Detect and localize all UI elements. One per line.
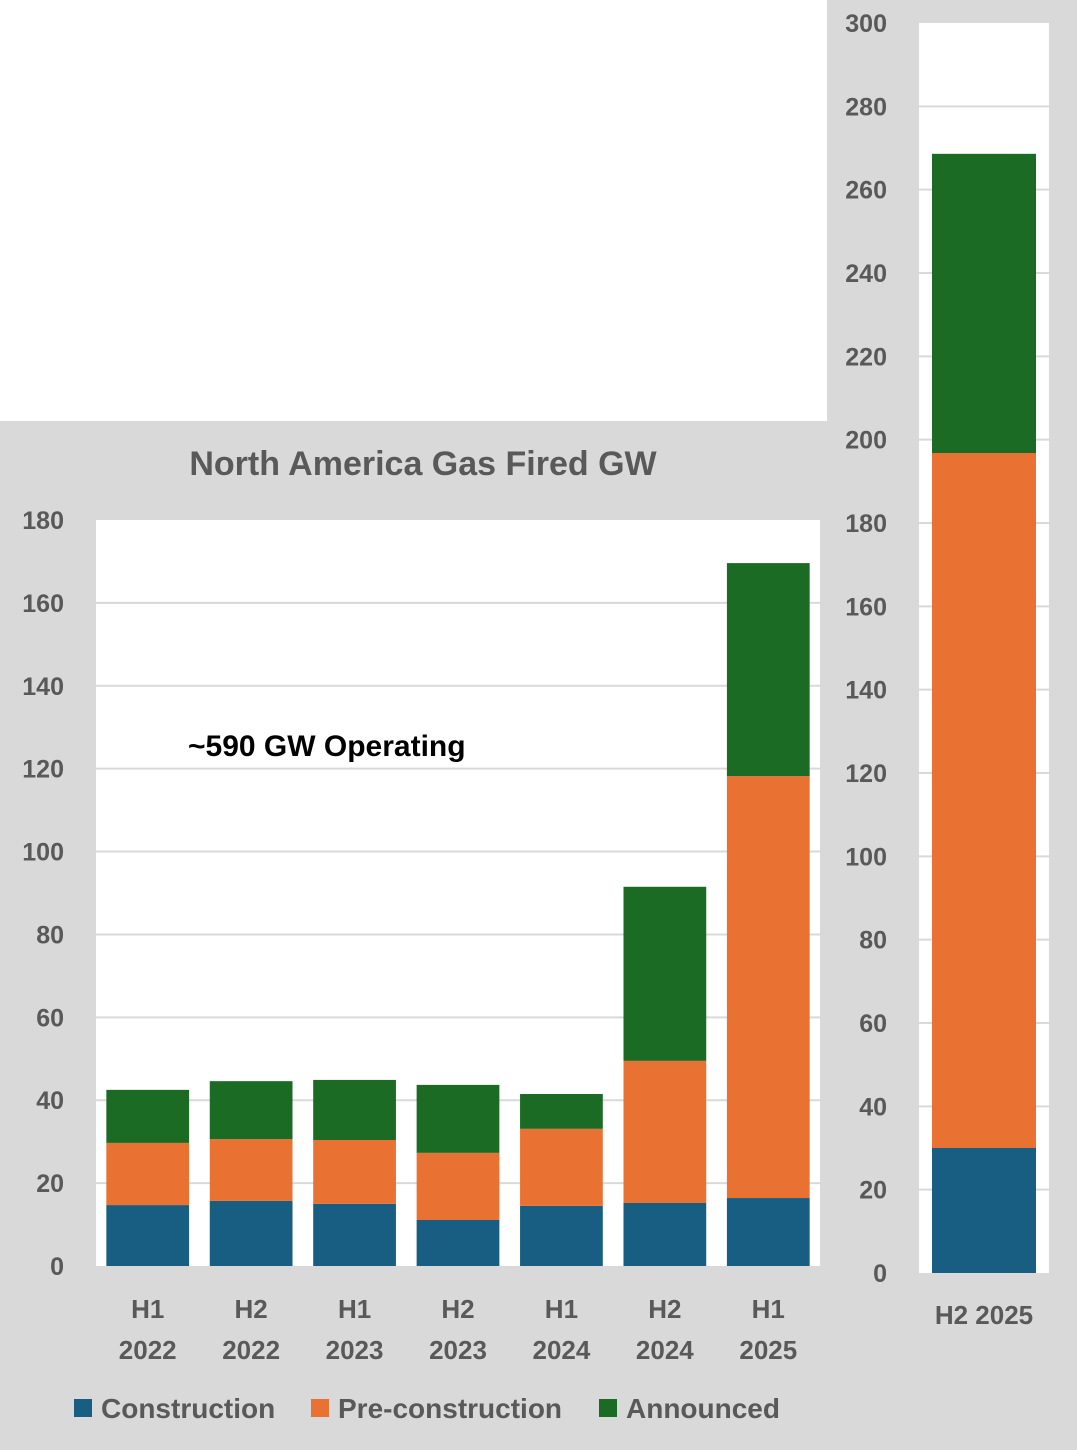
bar-announced-h1-2025 (726, 563, 810, 777)
y-tick-80: 80 (36, 921, 64, 949)
chart-title: North America Gas Fired GW (189, 445, 657, 483)
y-tick-140: 140 (22, 673, 64, 701)
x-tick-h1-2025-line1: H1 (752, 1294, 785, 1324)
bar-announced-h2-2022 (209, 1081, 293, 1140)
y-axis-h2-2025: 0 20 40 60 80 100 120 140 160 180 200 220 240 260 280 3… (845, 10, 887, 1288)
bar-construction-h1-2025 (726, 1198, 810, 1266)
bar-construction-h1-2024 (520, 1205, 603, 1266)
y-tick-20: 20 (36, 1170, 64, 1198)
y-tick-40: 40 (36, 1087, 64, 1115)
legend-swatch-pre-construction (311, 1399, 329, 1417)
bar-construction-h1-2023 (313, 1203, 396, 1266)
y-tick-180: 180 (845, 510, 887, 538)
x-tick-h2-2024-line2: 2024 (636, 1335, 694, 1365)
bar-pre-construction-h1-2024 (520, 1128, 603, 1206)
x-tick-h2-2024-line1: H2 (648, 1294, 681, 1324)
bar-pre-construction-h1-2022 (106, 1142, 190, 1206)
legend-label-construction: Construction (101, 1393, 275, 1424)
x-tick-h1-2022-line2: 2022 (119, 1335, 177, 1365)
y-tick-240: 240 (845, 260, 887, 288)
x-tick-h1-2023-line2: 2023 (326, 1335, 384, 1365)
legend-label-announced: Announced (626, 1393, 780, 1424)
y-tick-20: 20 (859, 1177, 887, 1205)
bar-announced-h2-2025 (932, 153, 1036, 454)
x-tick-h2-2025: H2 2025 (935, 1300, 1033, 1330)
y-tick-280: 280 (845, 93, 887, 121)
operating-annotation: ~590 GW Operating (188, 730, 466, 763)
bar-construction-h2-2024 (623, 1203, 707, 1266)
y-tick-60: 60 (36, 1004, 64, 1032)
y-tick-120: 120 (22, 756, 64, 784)
legend-swatch-construction (74, 1399, 92, 1417)
x-axis-main: H1 2022 H2 2022 H1 2023 H2 2023 H1 2024 H2 2024 H1 20… (119, 1294, 797, 1365)
legend-label-pre-construction: Pre-construction (338, 1393, 562, 1424)
bar-announced-h2-2023 (416, 1084, 500, 1153)
y-tick-100: 100 (22, 839, 64, 867)
bar-construction-h1-2022 (106, 1205, 190, 1266)
y-tick-80: 80 (859, 927, 887, 955)
legend-swatch-announced (599, 1399, 617, 1417)
y-tick-260: 260 (845, 177, 887, 205)
bar-pre-construction-h2-2023 (416, 1152, 500, 1220)
y-axis-main: 0 20 40 60 80 100 120 140 160 180 (22, 507, 64, 1281)
bar-announced-h1-2023 (313, 1079, 396, 1141)
x-tick-h1-2025-line2: 2025 (739, 1335, 797, 1365)
y-tick-180: 180 (22, 507, 64, 535)
y-tick-0: 0 (873, 1260, 887, 1288)
y-tick-220: 220 (845, 343, 887, 371)
y-tick-0: 0 (50, 1253, 64, 1281)
x-tick-h1-2022-line1: H1 (131, 1294, 164, 1324)
x-tick-h2-2022-line1: H2 (235, 1294, 268, 1324)
y-tick-300: 300 (845, 10, 887, 38)
bar-pre-construction-h1-2025 (726, 776, 810, 1199)
bar-announced-h2-2024 (623, 886, 707, 1061)
y-tick-60: 60 (859, 1010, 887, 1038)
bar-pre-construction-h2-2025 (932, 453, 1036, 1148)
x-tick-h1-2023-line1: H1 (338, 1294, 371, 1324)
x-tick-h2-2023-line1: H2 (441, 1294, 474, 1324)
bar-pre-construction-h2-2024 (623, 1060, 707, 1204)
bar-announced-h1-2022 (106, 1089, 190, 1143)
bar-construction-h2-2022 (209, 1200, 293, 1266)
bar-pre-construction-h2-2022 (209, 1139, 293, 1201)
y-tick-200: 200 (845, 427, 887, 455)
y-tick-120: 120 (845, 760, 887, 788)
bar-construction-h2-2023 (416, 1219, 500, 1266)
bars-main (106, 563, 810, 1266)
bars-h2-2025 (932, 153, 1036, 1273)
x-tick-h1-2024-line2: 2024 (533, 1335, 591, 1365)
bar-pre-construction-h1-2023 (313, 1140, 396, 1204)
y-tick-100: 100 (845, 843, 887, 871)
bar-construction-h2-2025 (932, 1148, 1036, 1273)
y-tick-160: 160 (22, 590, 64, 618)
x-tick-h2-2022-line2: 2022 (222, 1335, 280, 1365)
x-tick-h1-2024-line1: H1 (545, 1294, 578, 1324)
y-tick-140: 140 (845, 677, 887, 705)
bar-announced-h1-2024 (520, 1094, 603, 1129)
legend: Construction Pre-construction Announced (74, 1393, 780, 1424)
x-tick-h2-2023-line2: 2023 (429, 1335, 487, 1365)
y-tick-40: 40 (859, 1093, 887, 1121)
y-tick-160: 160 (845, 593, 887, 621)
